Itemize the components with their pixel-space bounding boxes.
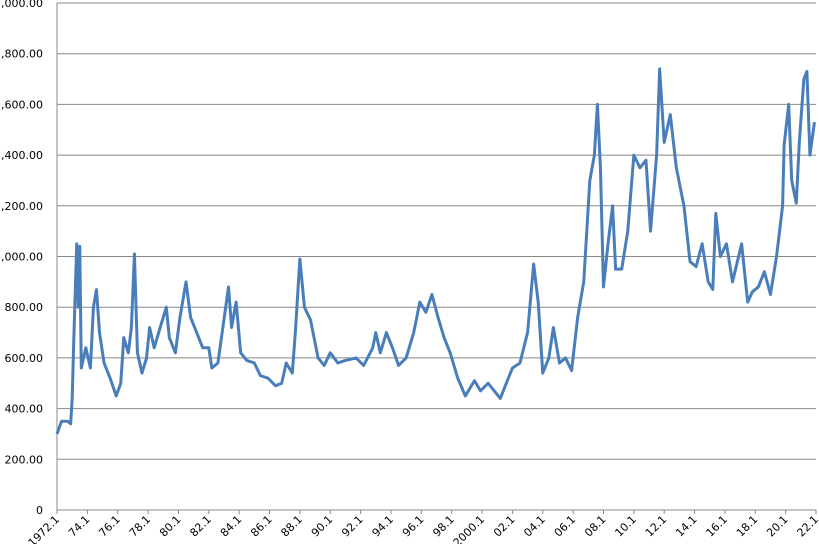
y-tick-label: 2,000.00 bbox=[0, 0, 43, 10]
y-tick-label: 600.00 bbox=[5, 352, 44, 365]
x-tick-label: 10.1 bbox=[612, 513, 639, 540]
x-tick-label: 92.1 bbox=[339, 513, 366, 540]
x-tick-label: 96.1 bbox=[400, 513, 427, 540]
x-tick-label: 86.1 bbox=[248, 513, 275, 540]
x-tick-label: 90.1 bbox=[309, 513, 336, 540]
data-line bbox=[55, 67, 816, 435]
x-tick-label: 06.1 bbox=[552, 513, 579, 540]
y-tick-label: 1,400.00 bbox=[0, 149, 43, 162]
y-tick-label: 0 bbox=[36, 504, 43, 517]
y-tick-label: 800.00 bbox=[5, 301, 44, 314]
y-tick-label: 1,200.00 bbox=[0, 200, 43, 213]
x-tick-label: 1972.1 bbox=[26, 513, 62, 544]
x-tick-label: 76.1 bbox=[96, 513, 123, 540]
x-tick-label: 88.1 bbox=[278, 513, 305, 540]
y-tick-label: 200.00 bbox=[5, 453, 44, 466]
y-tick-label: 1,800.00 bbox=[0, 48, 43, 61]
x-tick-label: 20.1 bbox=[764, 513, 791, 540]
x-tick-label: 80.1 bbox=[157, 513, 184, 540]
x-tick-label: 84.1 bbox=[218, 513, 245, 540]
x-tick-label: 82.1 bbox=[187, 513, 214, 540]
x-tick-label: 08.1 bbox=[582, 513, 609, 540]
x-tick-label: 94.1 bbox=[370, 513, 397, 540]
y-tick-label: 1,000.00 bbox=[0, 251, 43, 264]
x-tick-label: 98.1 bbox=[430, 513, 457, 540]
y-tick-label: 400.00 bbox=[5, 403, 44, 416]
y-tick-label: 1,600.00 bbox=[0, 98, 43, 111]
x-tick-label: 04.1 bbox=[521, 513, 548, 540]
x-tick-label: 18.1 bbox=[734, 513, 761, 540]
x-tick-label: 22.1 bbox=[795, 513, 819, 540]
x-tick-label: 14.1 bbox=[673, 513, 700, 540]
x-tick-label: 78.1 bbox=[127, 513, 154, 540]
x-tick-label: 16.1 bbox=[704, 513, 731, 540]
x-tick-label: 2000.1 bbox=[451, 513, 487, 544]
x-tick-label: 74.1 bbox=[66, 513, 93, 540]
x-tick-label: 02.1 bbox=[491, 513, 518, 540]
x-tick-label: 12.1 bbox=[643, 513, 670, 540]
